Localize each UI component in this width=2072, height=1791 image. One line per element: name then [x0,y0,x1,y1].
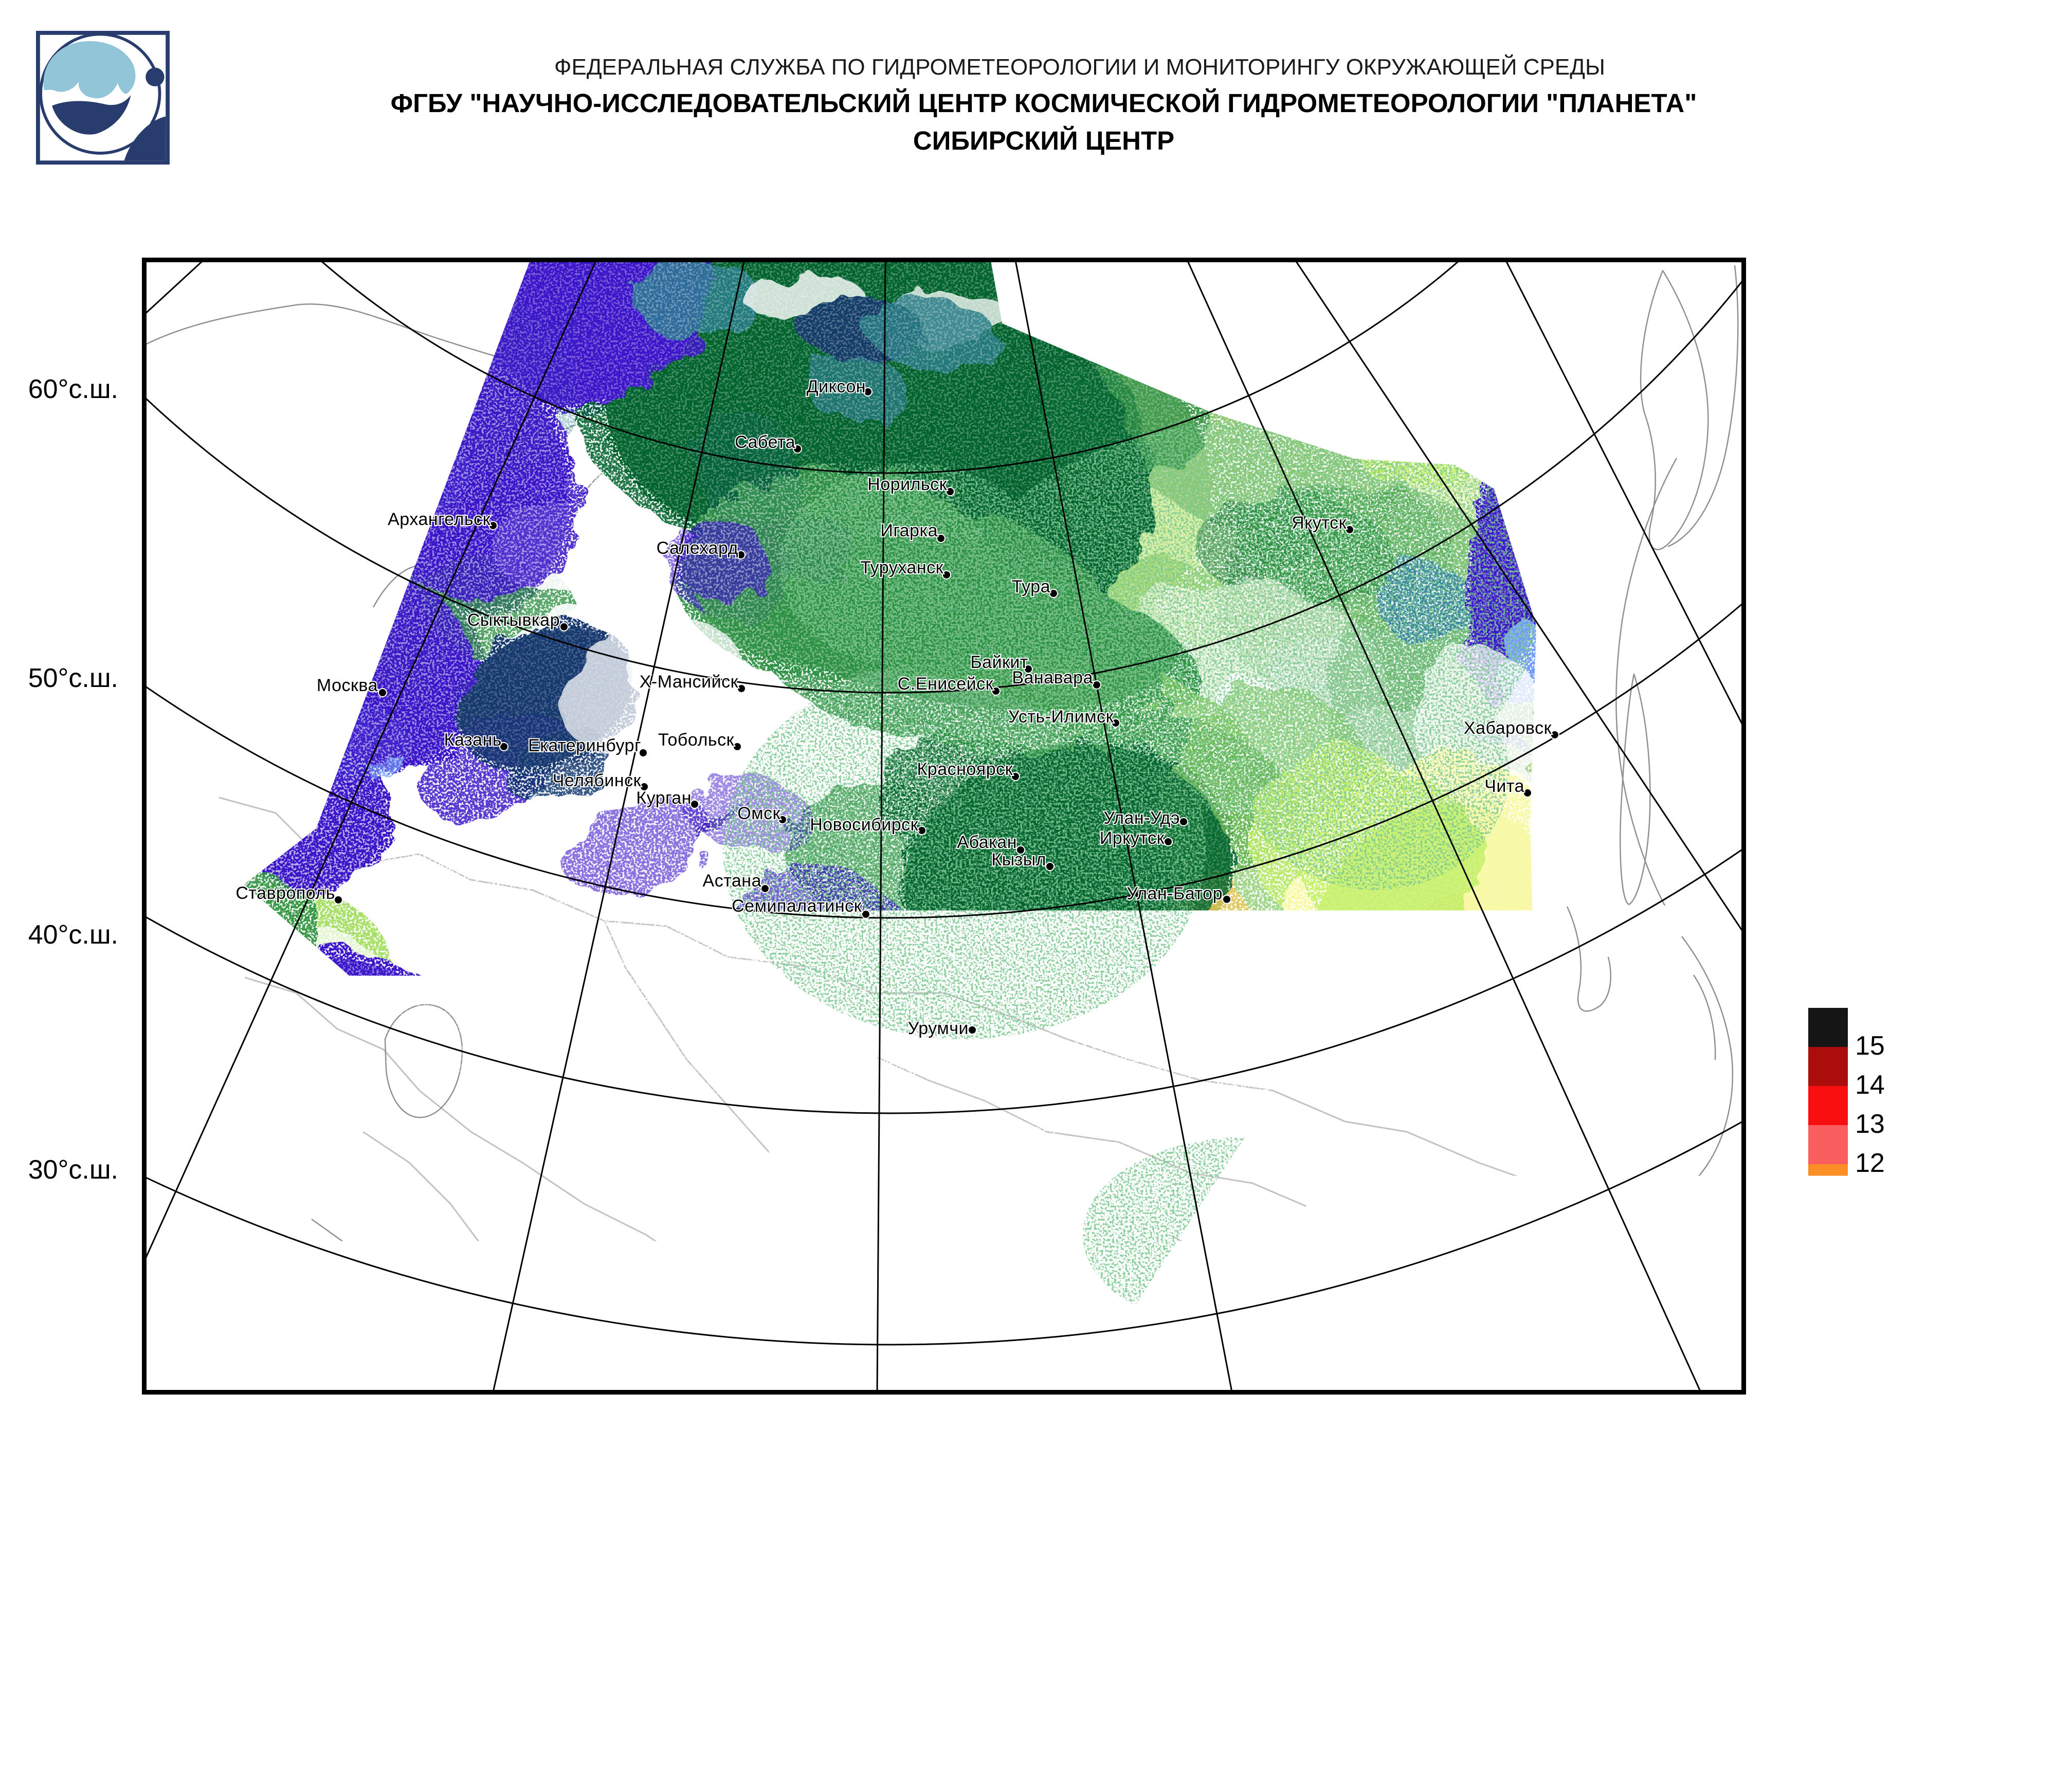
svg-text:Чита: Чита [1484,776,1524,796]
svg-text:Новосибирск: Новосибирск [810,815,918,835]
svg-text:Красноярск: Красноярск [917,759,1013,779]
svg-text:Челябинск: Челябинск [553,771,642,790]
svg-text:Омск: Омск [737,804,780,823]
svg-text:Астана: Астана [703,871,761,891]
svg-text:Туруханск: Туруханск [860,558,943,577]
svg-text:Екатеринбург: Екатеринбург [528,736,641,755]
svg-text:Улан-Батор: Улан-Батор [1126,884,1223,903]
svg-text:Якутск: Якутск [1292,513,1347,533]
svg-text:Усть-Илимск: Усть-Илимск [1008,707,1114,727]
svg-text:Курган: Курган [636,788,692,808]
svg-text:Тобольск: Тобольск [658,730,735,750]
svg-text:Улан-Удэ: Улан-Удэ [1103,808,1180,828]
svg-text:Сыктывкар: Сыктывкар [467,610,560,630]
svg-text:Москва: Москва [317,676,378,695]
svg-text:Диксон: Диксон [807,377,866,396]
svg-text:-2015: -2015 [1986,1734,2004,1742]
svg-text:ИСО: ИСО [1988,1720,2003,1728]
svg-text:Ставрополь: Ставрополь [235,883,335,903]
svg-text:Игарка: Игарка [881,521,938,540]
svg-text:Х-Мансийск: Х-Мансийск [640,672,739,692]
svg-text:Абакан: Абакан [957,833,1017,852]
svg-text:Кызыл: Кызыл [991,850,1046,870]
svg-text:Урумчи: Урумчи [908,1019,969,1038]
svg-text:Тура: Тура [1012,577,1050,596]
svg-text:Салехард: Салехард [657,538,738,558]
svg-text:Ванавара: Ванавара [1012,668,1093,688]
svg-text:Семипалатинск: Семипалатинск [732,896,862,916]
svg-text:9001: 9001 [1987,1727,2002,1735]
svg-text:С.Енисейск: С.Енисейск [898,674,994,694]
svg-text:Сабета: Сабета [735,432,795,452]
svg-text:Хабаровск: Хабаровск [1464,718,1552,738]
svg-text:Архангельск: Архангельск [388,510,490,529]
svg-text:Иркутск: Иркутск [1100,828,1165,848]
svg-text:Казань: Казань [444,730,502,750]
svg-text:Норильск: Норильск [867,475,947,494]
